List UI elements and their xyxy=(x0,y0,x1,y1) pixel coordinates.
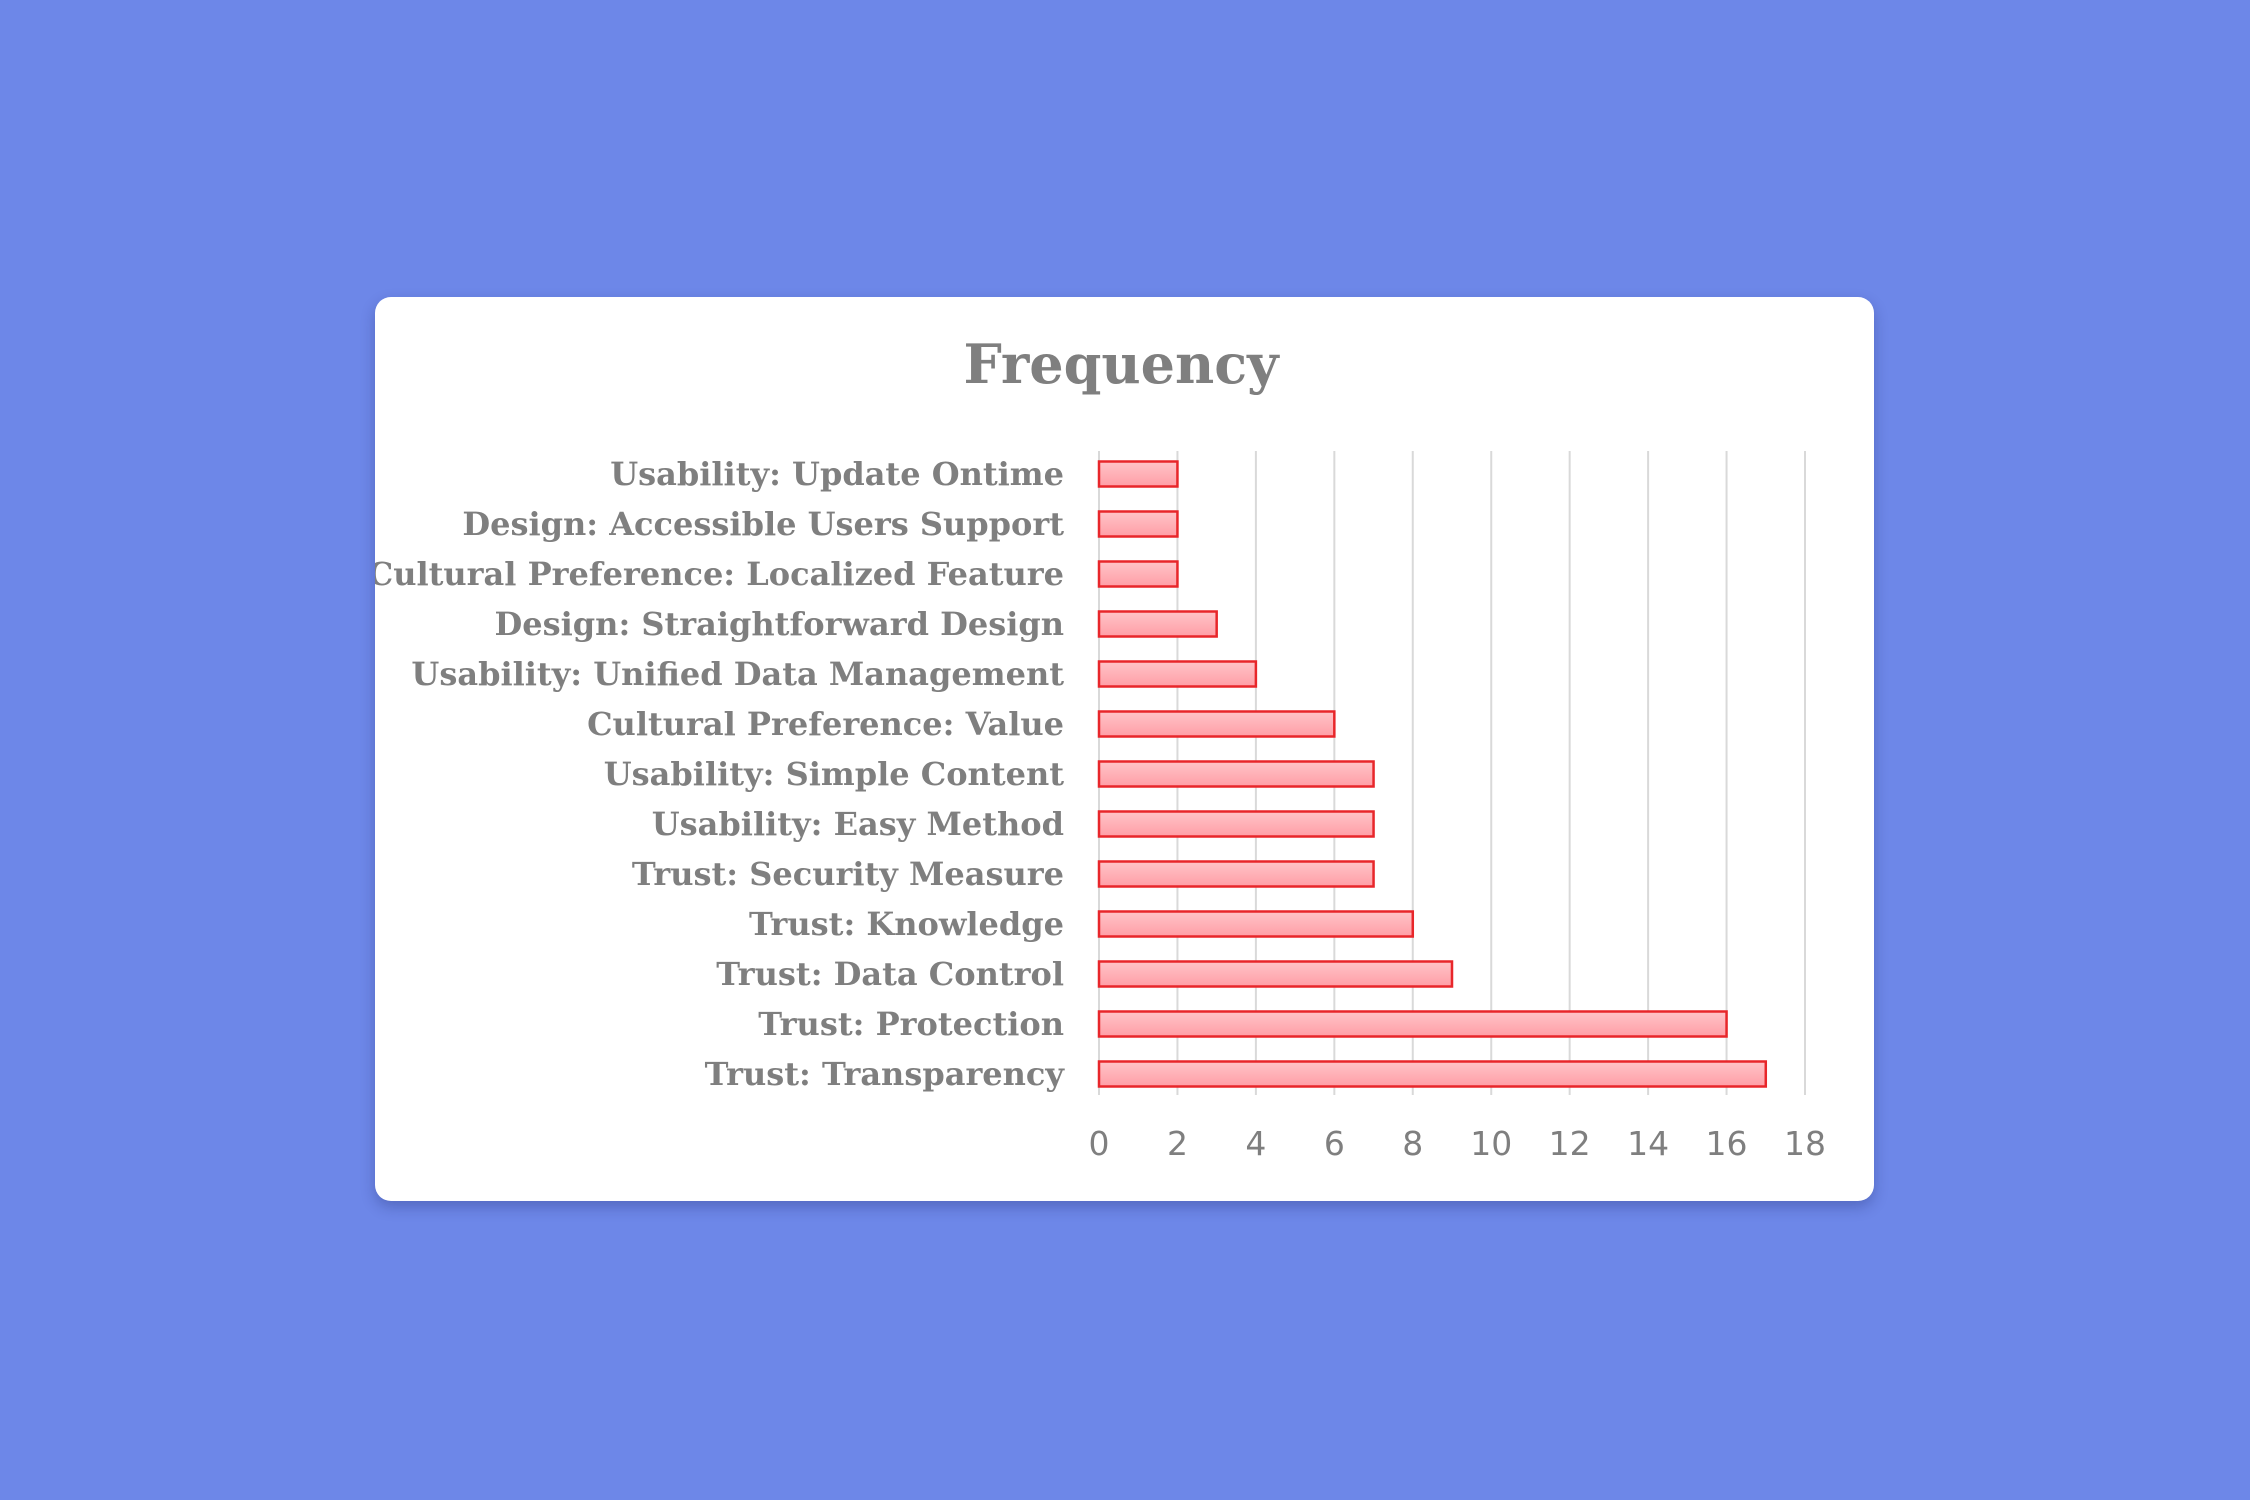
category-label-3: Cultural Preference: Localized Feature xyxy=(375,555,1064,593)
category-label-13: Trust: Transparency xyxy=(705,1055,1066,1093)
bar-5 xyxy=(1097,660,1258,688)
x-tick-label-6: 6 xyxy=(1324,1124,1345,1163)
category-label-5: Usability: Unified Data Management xyxy=(411,655,1064,693)
category-label-10: Trust: Knowledge xyxy=(749,905,1064,943)
x-tick-label-10: 10 xyxy=(1470,1124,1512,1163)
category-label-11: Trust: Data Control xyxy=(716,955,1064,993)
category-labels: Usability: Update Ontime Design: Accessib… xyxy=(375,455,1065,1093)
x-tick-label-16: 16 xyxy=(1706,1124,1748,1163)
bar-9 xyxy=(1097,860,1375,888)
x-tick-label-2: 2 xyxy=(1167,1124,1188,1163)
bar-1 xyxy=(1097,460,1179,488)
category-label-12: Trust: Protection xyxy=(758,1005,1064,1043)
bars xyxy=(1097,460,1768,1088)
category-label-4: Design: Straightforward Design xyxy=(495,605,1064,643)
x-tick-label-4: 4 xyxy=(1245,1124,1266,1163)
x-tick-label-18: 18 xyxy=(1784,1124,1826,1163)
bar-chart: Frequency Usability: Update Ontime Design… xyxy=(375,332,1827,1163)
x-tick-label-12: 12 xyxy=(1549,1124,1591,1163)
category-label-8: Usability: Easy Method xyxy=(652,805,1064,843)
gridlines xyxy=(1098,451,1806,1095)
x-tick-labels: 0 2 4 6 8 10 12 14 16 18 xyxy=(1089,1124,1827,1163)
bar-4 xyxy=(1097,610,1218,638)
x-tick-label-0: 0 xyxy=(1089,1124,1110,1163)
bar-8 xyxy=(1097,810,1375,838)
bar-10 xyxy=(1097,910,1415,938)
bar-7 xyxy=(1097,760,1375,788)
category-label-9: Trust: Security Measure xyxy=(632,855,1064,893)
x-tick-label-14: 14 xyxy=(1627,1124,1669,1163)
x-tick-label-8: 8 xyxy=(1402,1124,1423,1163)
bar-12 xyxy=(1097,1010,1728,1038)
category-label-6: Cultural Preference: Value xyxy=(587,705,1064,743)
bar-6 xyxy=(1097,710,1336,738)
bar-13 xyxy=(1097,1060,1768,1088)
bar-3 xyxy=(1097,560,1179,588)
chart-title: Frequency xyxy=(963,332,1280,396)
category-label-7: Usability: Simple Content xyxy=(604,755,1064,793)
bar-11 xyxy=(1097,960,1454,988)
category-label-1: Usability: Update Ontime xyxy=(610,455,1064,493)
bar-2 xyxy=(1097,510,1179,538)
category-label-2: Design: Accessible Users Support xyxy=(462,505,1064,543)
chart-card: Frequency Usability: Update Ontime Design… xyxy=(375,297,1874,1201)
